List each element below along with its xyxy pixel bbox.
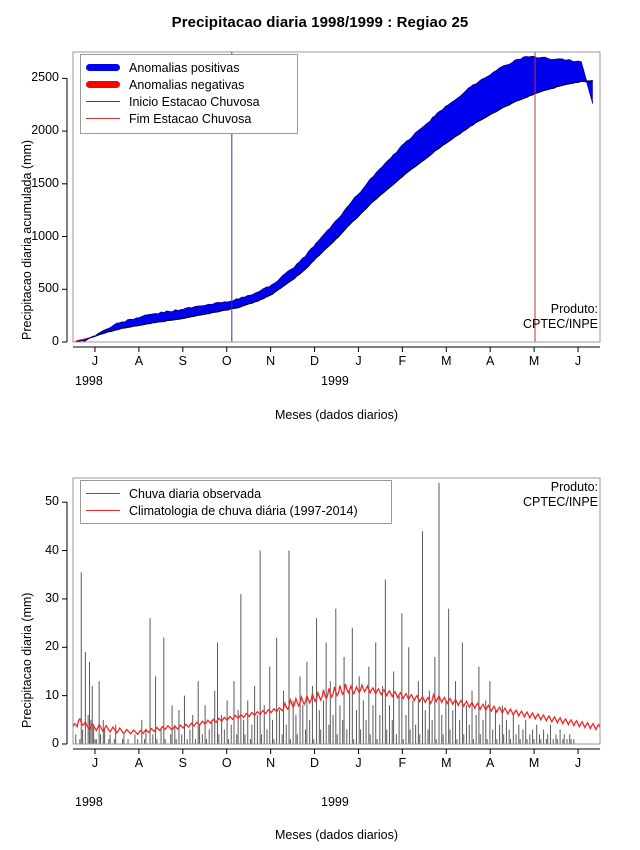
x-tick-label: J [574,354,582,368]
x-tick-label: M [441,354,452,368]
observed-accum-line [73,55,594,342]
y-axis-title: Precipitacao diaria (mm) [20,592,34,728]
producer-annotation: Produto: CPTEC/INPE [523,302,598,332]
legend-color-swatch [86,64,120,71]
x-tick-label: N [266,354,276,368]
y-tick-label: 2000 [31,123,59,138]
axes [62,501,600,754]
producer-line-2: CPTEC/INPE [522,495,598,509]
legend-item: Anomalias positivas [81,59,297,76]
plot-border [72,477,601,745]
legend-color-swatch [86,493,120,494]
climatology-accum-line [73,79,593,342]
legend-label: Climatologia de chuva diária (1997-2014) [129,503,358,518]
x-tick-label: F [398,756,407,770]
x-tick-label: A [134,354,144,368]
y-tick-label: 50 [45,494,59,509]
y-tick-label: 30 [45,590,59,605]
x-tick-label: N [266,756,276,770]
x-axis-title: Meses (dados diarios) [275,408,398,422]
x-tick-label: M [441,756,452,770]
producer-line-1: Produto: [550,302,598,316]
legend-label: Fim Estacao Chuvosa [129,111,252,126]
legend-label: Chuva diaria observada [129,486,262,501]
daily-precip-chart: Precipitacao diaria (mm) Meses (dados di… [0,470,640,850]
legend-swatch-3 [81,118,125,119]
legend-item: Chuva diaria observada [81,485,391,502]
x-tick-label: S [178,354,187,368]
y-tick-label: 40 [45,542,59,557]
legend-item: Inicio Estacao Chuvosa [81,93,297,110]
y-tick-label: 0 [52,736,59,750]
y-tick-label: 2500 [31,70,59,85]
producer-annotation: Produto: CPTEC/INPE [523,480,598,510]
y-tick-label: 500 [38,281,59,296]
x-tick-label: J [574,756,582,770]
climatology-daily-line [73,682,600,736]
legend-label: Anomalias negativas [129,77,245,92]
x-tick-label: O [221,756,232,770]
y-tick-label: 10 [45,687,59,702]
producer-line-2: CPTEC/INPE [522,317,598,331]
legend-label: Inicio Estacao Chuvosa [129,94,260,109]
daily-precip-plot-area [62,477,601,754]
x-axis-year-left: 1998 [75,795,103,809]
x-tick-label: J [355,756,362,770]
legend-label: Anomalias positivas [129,60,240,75]
legend-swatch-1 [81,81,125,88]
legend-color-swatch [86,510,120,511]
legend-swatch-1 [81,510,125,511]
legend-color-swatch [86,81,120,88]
x-axis-year-left: 1998 [75,374,103,388]
legend-item: Fim Estacao Chuvosa [81,110,297,127]
accumulated-chart-legend: Anomalias positivas Anomalias negativas In… [80,54,298,134]
page-title: Precipitacao diaria 1998/1999 : Regiao 2… [171,14,469,31]
accumulated-precip-plot-area [62,51,601,352]
daily-chart-legend: Chuva diaria observada Climatologia de ch… [80,480,392,524]
y-tick-label: 20 [45,639,59,654]
legend-swatch-0 [81,493,125,494]
x-tick-label: A [134,756,144,770]
x-tick-label: S [178,756,187,770]
legend-color-swatch [86,118,120,119]
x-tick-label: D [310,756,320,770]
plot-border [72,51,601,343]
x-tick-label: A [486,354,495,368]
x-tick-label: J [91,354,99,368]
producer-line-1: Produto: [550,480,598,494]
legend-color-swatch [86,101,120,102]
legend-swatch-0 [81,64,125,71]
x-axis-year-right: 1999 [321,795,349,809]
x-tick-label: O [221,354,232,368]
x-tick-label: M [528,756,540,770]
y-tick-label: 0 [52,334,59,348]
x-tick-label: J [355,354,362,368]
x-tick-label: D [310,354,320,368]
legend-swatch-2 [81,101,125,102]
legend-item: Climatologia de chuva diária (1997-2014) [81,502,391,519]
observed-daily-rain-impulses [73,482,575,744]
x-tick-label: F [398,354,407,368]
axes [62,77,600,352]
positive-anomaly-band [73,56,593,342]
x-tick-label: A [486,756,495,770]
y-tick-label: 1500 [31,175,59,190]
x-tick-label: M [528,354,540,368]
y-tick-label: 1000 [31,228,59,243]
x-tick-label: J [91,756,99,770]
x-axis-title: Meses (dados diarios) [275,828,398,842]
x-axis-year-right: 1999 [321,374,349,388]
legend-item: Anomalias negativas [81,76,297,93]
accumulated-precip-chart: Precipitacao diaria acumulada (mm) Meses… [0,40,640,440]
